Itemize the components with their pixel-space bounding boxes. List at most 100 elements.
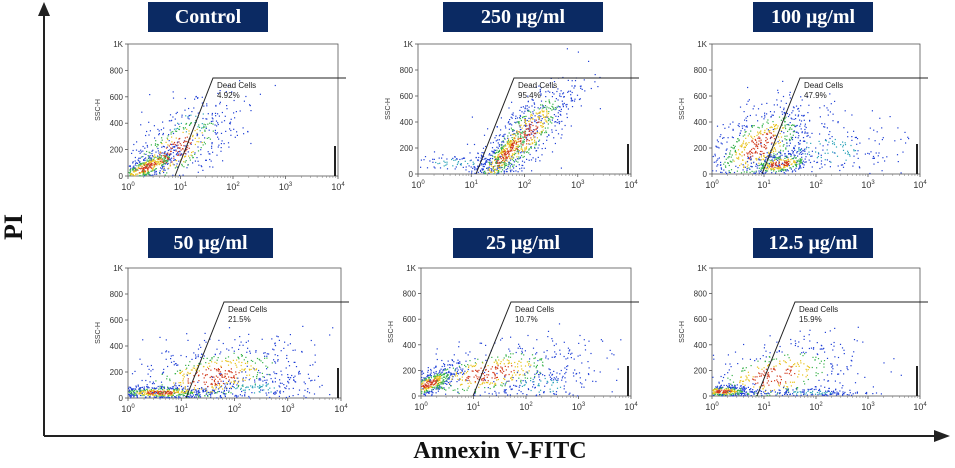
scatter-point — [152, 392, 154, 394]
scatter-point — [245, 95, 247, 98]
scatter-point — [139, 390, 141, 392]
scatter-point — [235, 388, 237, 390]
scatter-point — [489, 157, 491, 160]
scatter-point — [497, 142, 499, 144]
scatter-point — [159, 157, 161, 159]
scatter-point — [781, 168, 783, 170]
scatter-point — [155, 161, 157, 163]
scatter-point — [424, 383, 426, 385]
scatter-point — [552, 92, 554, 94]
scatter-point — [727, 137, 729, 139]
scatter-point — [130, 173, 132, 175]
scatter-point — [202, 144, 204, 146]
scatter-point — [515, 135, 517, 137]
scatter-point — [817, 152, 820, 154]
scatter-point — [186, 396, 188, 399]
scatter-point — [761, 165, 763, 167]
scatter-point — [456, 367, 458, 369]
scatter-point — [131, 152, 133, 154]
scatter-point — [220, 397, 222, 399]
scatter-point — [426, 381, 428, 383]
scatter-point — [507, 380, 509, 382]
scatter-point — [160, 392, 162, 395]
scatter-point — [539, 160, 541, 162]
scatter-point — [525, 115, 527, 117]
scatter-point — [423, 378, 425, 380]
scatter-point — [530, 139, 533, 141]
scatter-point — [521, 111, 523, 113]
scatter-point — [219, 373, 221, 376]
scatter-point — [138, 172, 140, 174]
scatter-point — [237, 377, 239, 379]
scatter-point — [765, 148, 767, 150]
scatter-point — [730, 146, 732, 148]
scatter-point — [148, 121, 150, 123]
scatter-point — [277, 360, 279, 362]
scatter-point — [152, 149, 154, 151]
scatter-point — [513, 133, 515, 136]
scatter-point — [159, 393, 161, 395]
scatter-point — [152, 163, 154, 165]
scatter-point — [176, 111, 178, 113]
scatter-point — [766, 170, 769, 172]
scatter-point — [254, 386, 256, 388]
scatter-point — [531, 129, 533, 131]
y-tick-label: 800 — [403, 290, 417, 299]
scatter-point — [757, 131, 759, 133]
scatter-point — [435, 388, 437, 390]
scatter-point — [178, 389, 180, 391]
scatter-point — [276, 373, 278, 375]
scatter-point — [514, 141, 516, 143]
scatter-point — [775, 172, 777, 174]
scatter-point — [186, 146, 188, 149]
scatter-point — [554, 142, 556, 145]
scatter-point — [555, 121, 557, 123]
scatter-point — [514, 150, 516, 152]
scatter-point — [565, 104, 567, 106]
scatter-point — [554, 100, 556, 102]
scatter-point — [504, 133, 506, 135]
scatter-point — [159, 397, 161, 399]
scatter-point — [150, 390, 152, 392]
scatter-point — [197, 348, 200, 350]
scatter-point — [787, 159, 789, 161]
scatter-point — [783, 165, 785, 167]
scatter-point — [211, 357, 213, 359]
scatter-point — [844, 110, 846, 112]
scatter-point — [761, 146, 763, 148]
scatter-point — [446, 373, 449, 375]
scatter-point — [779, 145, 781, 147]
scatter-point — [168, 397, 171, 399]
scatter-point — [224, 370, 226, 372]
scatter-point — [530, 113, 532, 115]
scatter-point — [806, 153, 809, 155]
scatter-point — [236, 359, 238, 361]
scatter-point — [509, 141, 511, 144]
scatter-point — [878, 152, 880, 154]
scatter-point — [261, 389, 263, 391]
scatter-point — [231, 347, 233, 349]
scatter-point — [487, 172, 489, 174]
scatter-point — [426, 167, 429, 169]
scatter-point — [519, 109, 521, 111]
scatter-point — [519, 125, 521, 127]
scatter-point — [136, 141, 138, 143]
scatter-point — [179, 143, 181, 145]
scatter-point — [776, 165, 778, 167]
scatter-point — [206, 389, 208, 391]
scatter-point — [155, 394, 157, 396]
scatter-point — [531, 354, 534, 356]
scatter-point — [788, 153, 790, 155]
scatter-point — [759, 153, 761, 155]
scatter-point — [519, 156, 522, 158]
scatter-point — [168, 351, 170, 353]
scatter-point — [523, 167, 525, 169]
scatter-point — [587, 361, 589, 363]
scatter-point — [185, 115, 187, 117]
y-tick-label: 1K — [113, 40, 123, 49]
scatter-point — [873, 163, 875, 165]
scatter-point — [146, 130, 148, 133]
scatter-point — [550, 379, 552, 381]
scatter-point — [565, 106, 568, 108]
scatter-point — [443, 372, 445, 375]
